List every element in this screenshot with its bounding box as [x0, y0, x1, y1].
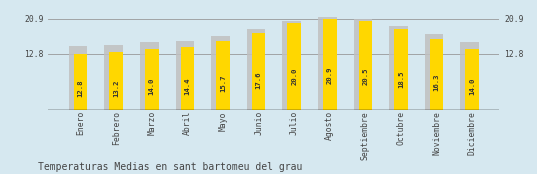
Bar: [216, 41, 230, 110]
Text: 14.0: 14.0: [469, 78, 475, 95]
Bar: [466, 49, 479, 110]
Bar: [359, 21, 372, 110]
Text: 15.7: 15.7: [220, 75, 226, 92]
Bar: [176, 41, 194, 110]
Bar: [211, 36, 230, 110]
Bar: [389, 26, 408, 110]
Bar: [460, 42, 479, 110]
Text: 14.0: 14.0: [149, 78, 155, 95]
Text: Temperaturas Medias en sant bartomeu del grau: Temperaturas Medias en sant bartomeu del…: [38, 162, 302, 172]
Bar: [247, 29, 265, 110]
Bar: [318, 17, 337, 110]
Text: 14.4: 14.4: [184, 77, 191, 95]
Bar: [430, 39, 444, 110]
Text: 20.0: 20.0: [291, 68, 297, 85]
Bar: [69, 46, 88, 110]
Bar: [145, 49, 158, 110]
Bar: [140, 42, 158, 110]
Bar: [287, 23, 301, 110]
Text: 12.8: 12.8: [77, 80, 84, 97]
Bar: [180, 47, 194, 110]
Bar: [282, 21, 301, 110]
Bar: [394, 29, 408, 110]
Bar: [323, 19, 337, 110]
Bar: [74, 54, 88, 110]
Bar: [252, 33, 265, 110]
Text: 20.9: 20.9: [326, 66, 333, 84]
Text: 18.5: 18.5: [398, 70, 404, 88]
Text: 20.5: 20.5: [362, 67, 368, 85]
Bar: [353, 19, 372, 110]
Text: 17.6: 17.6: [256, 72, 262, 89]
Bar: [104, 45, 123, 110]
Bar: [110, 52, 123, 110]
Text: 16.3: 16.3: [433, 74, 440, 92]
Bar: [425, 34, 444, 110]
Text: 13.2: 13.2: [113, 79, 119, 97]
